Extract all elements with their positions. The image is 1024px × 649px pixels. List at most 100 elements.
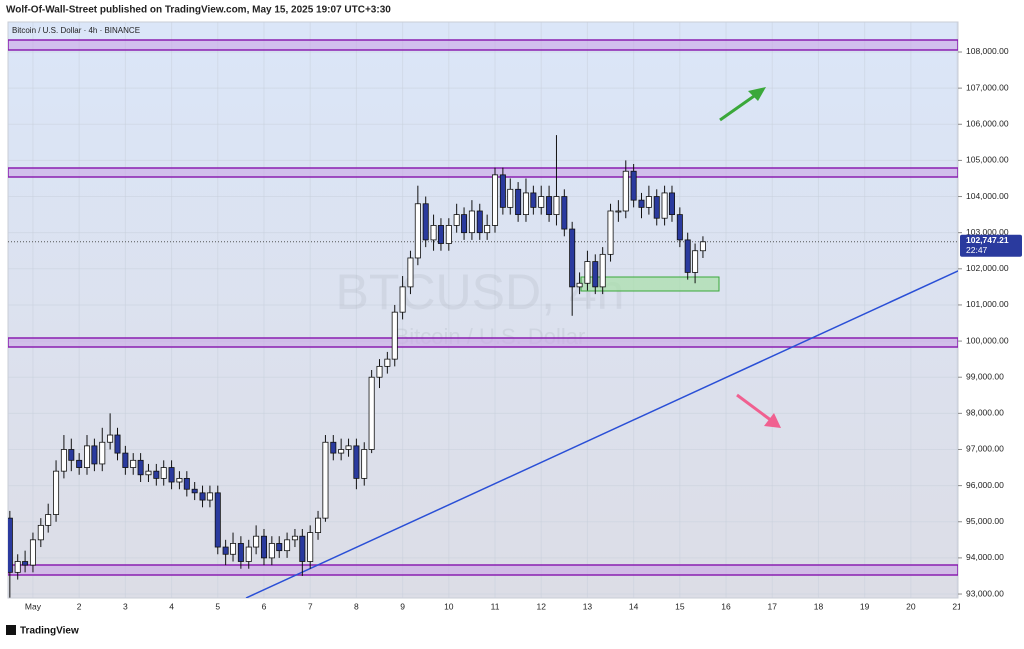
x-tick-label: 16 bbox=[721, 601, 731, 611]
candle-body bbox=[437, 225, 444, 244]
candle-body bbox=[137, 459, 144, 476]
x-tick-label: 13 bbox=[583, 601, 593, 611]
x-tick-label: 3 bbox=[123, 601, 128, 611]
zone bbox=[8, 39, 958, 51]
candle-body bbox=[222, 546, 229, 555]
candle-body bbox=[515, 188, 522, 216]
candle-body bbox=[615, 210, 622, 213]
candle-body bbox=[29, 539, 36, 566]
candle-body bbox=[99, 441, 106, 465]
candle-body bbox=[284, 539, 291, 552]
y-tick-label: 96,000.00 bbox=[966, 480, 1004, 490]
x-tick-label: May bbox=[25, 601, 42, 611]
y-tick-label: 97,000.00 bbox=[966, 444, 1004, 454]
candle-body bbox=[199, 492, 206, 501]
arrow-up bbox=[719, 92, 758, 122]
candle-body bbox=[522, 192, 529, 216]
candle-body bbox=[245, 546, 252, 562]
candle-body bbox=[499, 174, 506, 208]
candle-body bbox=[253, 535, 260, 548]
x-tick-label: 18 bbox=[814, 601, 824, 611]
last-price-label: 102,747.21 bbox=[966, 235, 1009, 245]
y-tick-label: 93,000.00 bbox=[966, 588, 1004, 598]
y-tick-label: 94,000.00 bbox=[966, 552, 1004, 562]
trend-line bbox=[245, 270, 958, 598]
x-tick-label: 19 bbox=[860, 601, 870, 611]
candle-body bbox=[468, 210, 475, 234]
candle-body bbox=[492, 174, 499, 226]
candle-body bbox=[507, 188, 514, 208]
candle-body bbox=[260, 535, 267, 559]
logo bbox=[6, 625, 16, 635]
x-tick-label: 17 bbox=[768, 601, 778, 611]
candle-body bbox=[8, 517, 13, 573]
candle-body bbox=[592, 261, 599, 288]
x-tick-label: 5 bbox=[215, 601, 220, 611]
x-tick-label: 4 bbox=[169, 601, 174, 611]
candle-body bbox=[569, 228, 576, 288]
candle-body bbox=[361, 449, 368, 479]
candle-body bbox=[561, 196, 568, 230]
candle-body bbox=[684, 239, 691, 273]
x-tick-label: 6 bbox=[262, 601, 267, 611]
candle-body bbox=[353, 445, 360, 479]
y-tick-label: 102,000.00 bbox=[966, 263, 1009, 273]
candle-body bbox=[668, 192, 675, 216]
y-tick-label: 104,000.00 bbox=[966, 191, 1009, 201]
candle-body bbox=[345, 445, 352, 450]
candle-body bbox=[384, 358, 391, 367]
candle-body bbox=[299, 535, 306, 562]
candle-body bbox=[676, 214, 683, 241]
x-tick-label: 11 bbox=[491, 601, 500, 611]
y-tick-label: 95,000.00 bbox=[966, 516, 1004, 526]
candle-body bbox=[176, 477, 183, 483]
x-tick-label: 12 bbox=[536, 601, 546, 611]
y-tick-label: 98,000.00 bbox=[966, 408, 1004, 418]
y-tick-label: 106,000.00 bbox=[966, 119, 1009, 129]
plot-area bbox=[7, 21, 959, 599]
candle-body bbox=[276, 543, 283, 552]
candle-body bbox=[453, 214, 460, 226]
candle-body bbox=[645, 196, 652, 208]
candle-body bbox=[76, 459, 83, 468]
candle-body bbox=[53, 470, 60, 515]
candle-body bbox=[315, 517, 322, 533]
candle-body bbox=[330, 441, 337, 454]
candle-body bbox=[607, 210, 614, 255]
candle-body bbox=[622, 170, 629, 212]
candle-body bbox=[692, 250, 699, 273]
candle-body bbox=[14, 561, 21, 573]
y-tick-label: 105,000.00 bbox=[966, 155, 1009, 165]
x-tick-label: 9 bbox=[400, 601, 405, 611]
watermark: BTCUSD, 4h bbox=[336, 264, 625, 320]
countdown: 22:47 bbox=[966, 245, 988, 255]
candle-body bbox=[553, 196, 560, 216]
candle-body bbox=[584, 261, 591, 284]
zone bbox=[8, 167, 958, 178]
candle-body bbox=[376, 365, 383, 378]
candle-body bbox=[661, 192, 668, 219]
arrow-down-head bbox=[764, 413, 781, 428]
candle-body bbox=[183, 477, 190, 490]
candle-body bbox=[22, 561, 29, 566]
candle-body bbox=[638, 199, 645, 208]
candle-body bbox=[230, 543, 237, 555]
candle-body bbox=[84, 445, 91, 468]
x-tick-label: 14 bbox=[629, 601, 639, 611]
candle-body bbox=[414, 203, 421, 259]
candle-body bbox=[214, 492, 221, 548]
y-tick-label: 108,000.00 bbox=[966, 46, 1009, 56]
x-tick-label: 10 bbox=[444, 601, 454, 611]
price-axis bbox=[959, 22, 1024, 598]
candle-body bbox=[653, 196, 660, 219]
candle-body bbox=[153, 470, 160, 479]
footer-brand: TradingView bbox=[20, 626, 79, 637]
candle-body bbox=[91, 445, 98, 465]
candle-body bbox=[445, 225, 452, 244]
candle-body bbox=[538, 196, 545, 208]
x-tick-label: 2 bbox=[77, 601, 82, 611]
candle-body bbox=[338, 449, 345, 454]
candle-body bbox=[476, 210, 483, 234]
